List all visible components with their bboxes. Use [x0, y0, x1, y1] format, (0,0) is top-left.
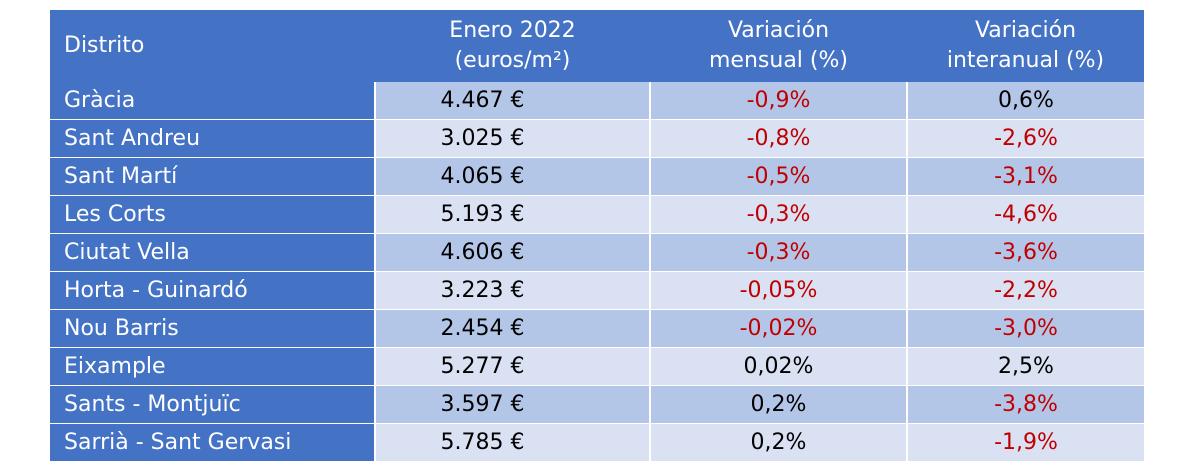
price-cell: 3.223 €: [375, 271, 651, 310]
price-cell: 4.606 €: [375, 233, 651, 272]
header-district: Distrito: [50, 10, 375, 82]
yearly-change-cell: -2,2%: [907, 271, 1144, 310]
price-cell: 4.467 €: [375, 82, 651, 120]
table-row: Nou Barris 2.454 € -0,02% -3,0%: [50, 309, 1144, 348]
price-cell: 3.597 €: [375, 385, 651, 424]
yearly-change-cell: -3,6%: [907, 233, 1144, 272]
monthly-change-cell: 0,2%: [650, 423, 908, 462]
header-yearly-line1: Variación: [974, 18, 1077, 43]
table-row: Sarrià - Sant Gervasi 5.785 €0,2% -1,9%: [50, 423, 1144, 462]
price-cell: 2.454 €: [375, 309, 651, 348]
district-cell: Eixample: [50, 347, 376, 386]
district-cell: Sarrià - Sant Gervasi: [50, 423, 376, 462]
table-row: Sant Andreu 3.025 € -0,8% -2,6%: [50, 119, 1144, 158]
header-monthly: Variación mensual (%): [650, 10, 907, 82]
monthly-change-cell: -0,3%: [650, 233, 908, 272]
header-monthly-line2: mensual (%): [709, 48, 848, 73]
yearly-change-cell: -4,6%: [907, 195, 1144, 234]
header-row: Distrito Enero 2022 (euros/m²) Variación…: [50, 10, 1144, 82]
yearly-change-cell: -3,0%: [907, 309, 1144, 348]
district-cell: Sants - Montjuïc: [50, 385, 376, 424]
header-price: Enero 2022 (euros/m²): [375, 10, 650, 82]
monthly-change-cell: 0,02%: [650, 347, 908, 386]
yearly-change-cell: -2,6%: [907, 119, 1144, 158]
table-body: Gràcia 4.467 € -0,9% 0,6% Sant Andreu 3.025 €…: [50, 82, 1144, 462]
district-cell: Sant Andreu: [50, 119, 376, 158]
table-header: Distrito Enero 2022 (euros/m²) Variación…: [50, 10, 1144, 82]
yearly-change-cell: -1,9%: [907, 423, 1144, 462]
header-district-label: Distrito: [64, 33, 145, 58]
price-cell: 5.785 €: [375, 423, 651, 462]
yearly-change-cell: -3,1%: [907, 157, 1144, 196]
table-row: Sants - Montjuïc 3.597 €0,2% -3,8%: [50, 385, 1144, 424]
district-cell: Nou Barris: [50, 309, 376, 348]
table-row: Ciutat Vella 4.606 € -0,3% -3,6%: [50, 233, 1144, 272]
monthly-change-cell: -0,05%: [650, 271, 908, 310]
header-yearly-line2: interanual (%): [946, 48, 1105, 73]
yearly-change-cell: -3,8%: [907, 385, 1144, 424]
table-row: Sant Martí 4.065 € -0,5% -3,1%: [50, 157, 1144, 196]
monthly-change-cell: 0,2%: [650, 385, 908, 424]
monthly-change-cell: -0,9%: [650, 82, 908, 120]
price-cell: 5.277 €: [375, 347, 651, 386]
header-price-line2: (euros/m²): [454, 48, 571, 73]
price-cell: 3.025 €: [375, 119, 651, 158]
yearly-change-cell: 0,6%: [907, 82, 1144, 120]
header-price-line1: Enero 2022: [449, 18, 576, 43]
table-row: Eixample 5.277 €0,02% 2,5%: [50, 347, 1144, 386]
monthly-change-cell: -0,8%: [650, 119, 908, 158]
district-cell: Sant Martí: [50, 157, 376, 196]
table-row: Gràcia 4.467 € -0,9% 0,6%: [50, 82, 1144, 120]
price-cell: 4.065 €: [375, 157, 651, 196]
district-cell: Les Corts: [50, 195, 376, 234]
yearly-change-cell: 2,5%: [907, 347, 1144, 386]
price-cell: 5.193 €: [375, 195, 651, 234]
table-row: Les Corts 5.193 € -0,3% -4,6%: [50, 195, 1144, 234]
header-yearly: Variación interanual (%): [907, 10, 1144, 82]
district-price-table: Distrito Enero 2022 (euros/m²) Variación…: [50, 10, 1144, 462]
price-table-container: Distrito Enero 2022 (euros/m²) Variación…: [50, 10, 1144, 462]
table-row: Horta - Guinardó 3.223 € -0,05% -2,2%: [50, 271, 1144, 310]
district-cell: Ciutat Vella: [50, 233, 376, 272]
monthly-change-cell: -0,02%: [650, 309, 908, 348]
monthly-change-cell: -0,5%: [650, 157, 908, 196]
header-monthly-line1: Variación: [727, 18, 830, 43]
district-cell: Horta - Guinardó: [50, 271, 376, 310]
district-cell: Gràcia: [50, 82, 376, 120]
monthly-change-cell: -0,3%: [650, 195, 908, 234]
